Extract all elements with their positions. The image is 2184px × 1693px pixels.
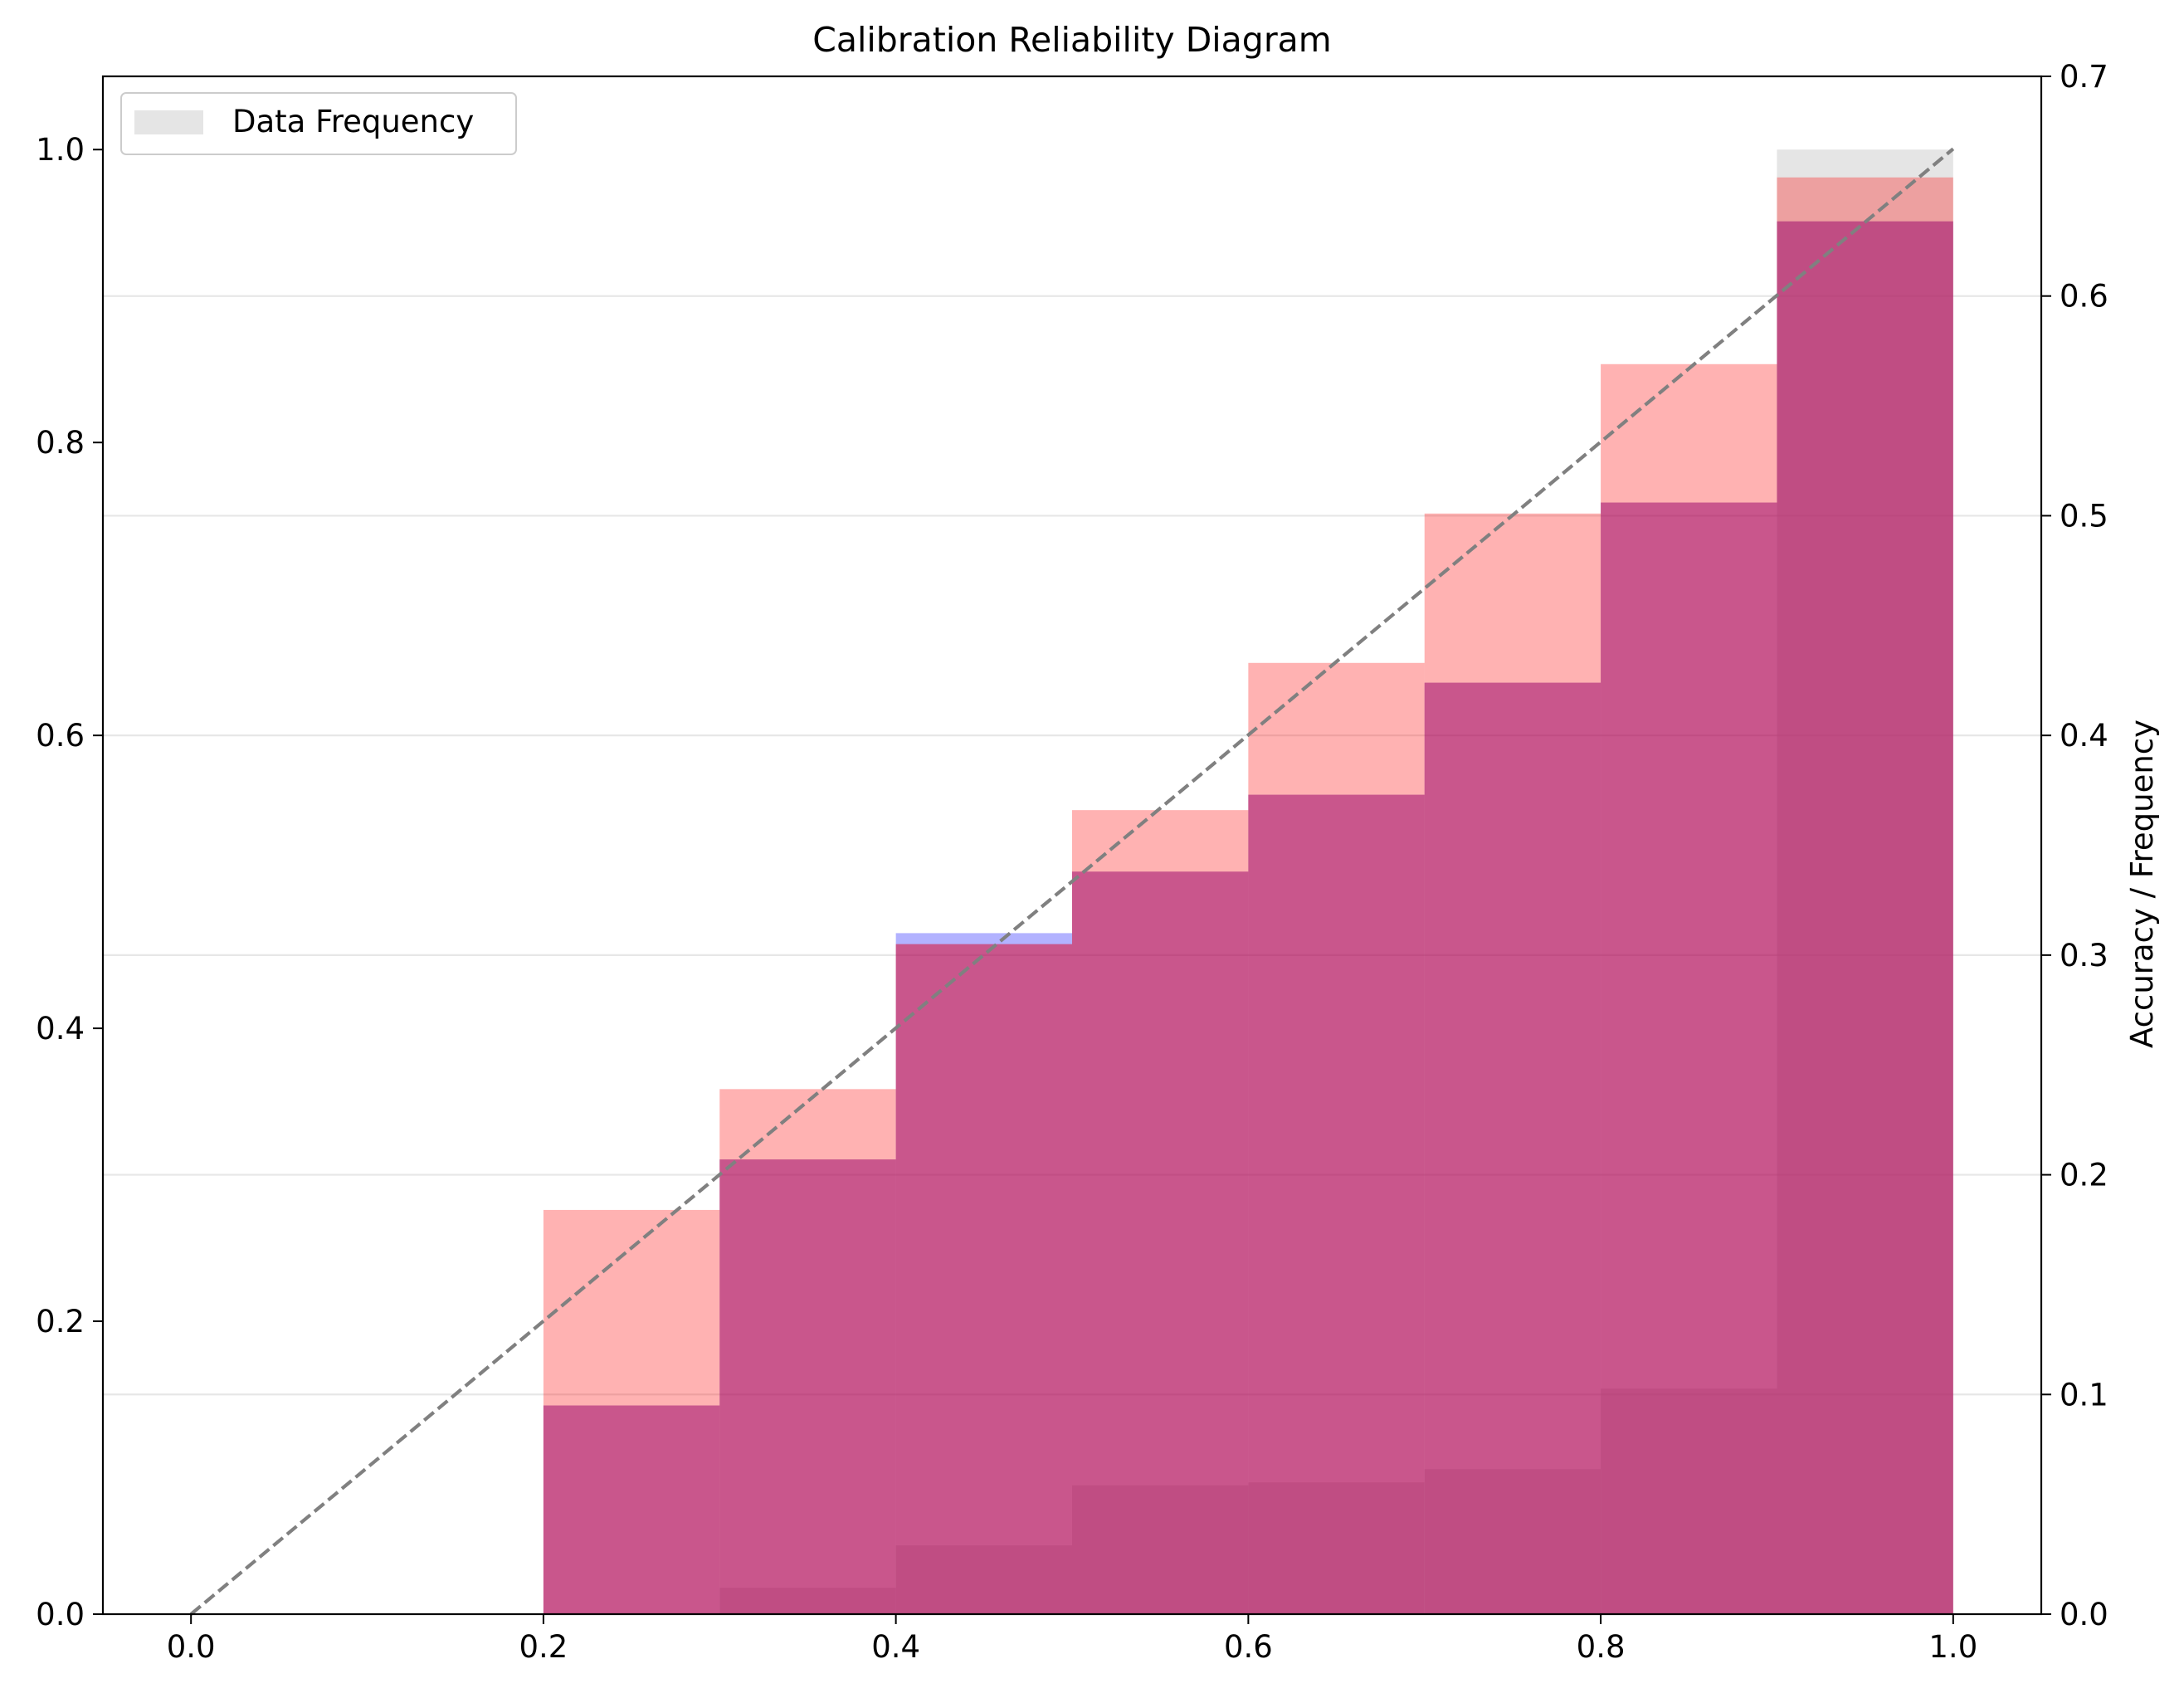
left-tick-label: 0.8 <box>36 425 85 461</box>
bar-series-3-bin-7 <box>1777 221 1953 1614</box>
bar-series-1-bin-2 <box>895 944 1072 1614</box>
bar-series-0-bin-2 <box>895 1545 1072 1614</box>
legend-box <box>120 92 517 155</box>
bar-series-2-bin-6 <box>1601 502 1777 1615</box>
right-tick-label: 0.4 <box>2060 718 2108 754</box>
bar-series-1-bin-5 <box>1424 513 1601 1614</box>
bar-layer <box>543 149 1953 1615</box>
left-tick-label: 0.0 <box>36 1597 85 1632</box>
reference-line-layer <box>189 147 1955 1616</box>
left-tick-label: 1.0 <box>36 132 85 168</box>
bar-series-3-bin-4 <box>1248 794 1425 1614</box>
chart-title: Calibration Reliability Diagram <box>812 20 1332 60</box>
bar-series-2-bin-3 <box>1072 871 1249 1614</box>
bar-series-1-bin-4 <box>1248 662 1425 1615</box>
x-tick-label: 0.4 <box>871 1629 920 1665</box>
right-tick-label: 0.2 <box>2060 1158 2108 1193</box>
bar-series-3-bin-1 <box>719 1159 896 1614</box>
bar-series-3-bin-0 <box>543 1405 720 1614</box>
x-axis: 0.0 0.2 0.4 0.6 0.8 1.0 <box>167 1614 1977 1665</box>
bar-series-0-bin-1 <box>719 1588 896 1614</box>
right-tick-label: 0.0 <box>2060 1597 2108 1632</box>
x-tick-label: 1.0 <box>1928 1629 1977 1665</box>
bar-series-2-bin-2 <box>895 933 1072 1614</box>
bar-series-2-bin-0 <box>543 1405 720 1614</box>
bar-series-0-bin-6 <box>1601 1388 1777 1614</box>
right-tick-label: 0.1 <box>2060 1377 2108 1412</box>
grid-layer <box>103 295 2041 1396</box>
perfect-calibration-line <box>189 147 1955 1616</box>
bar-series-1-bin-6 <box>1601 363 1777 1614</box>
right-y-axis: 0.0 0.1 0.2 0.3 0.4 0.5 0.6 0.7 <box>2041 59 2108 1632</box>
right-tick-label: 0.3 <box>2060 938 2108 973</box>
plot-frame <box>101 75 2043 1616</box>
legend-swatch <box>134 110 203 134</box>
left-tick-label: 0.2 <box>36 1304 85 1339</box>
left-tick-label: 0.6 <box>36 718 85 754</box>
legend-label: Data Frequency <box>232 104 474 139</box>
legend: Data Frequency <box>120 92 517 155</box>
right-tick-label: 0.6 <box>2060 279 2108 315</box>
bar-series-2-bin-7 <box>1777 221 1953 1614</box>
bar-series-3-bin-5 <box>1424 682 1601 1614</box>
x-tick-label: 0.2 <box>519 1629 568 1665</box>
bar-series-2-bin-5 <box>1424 682 1601 1614</box>
bar-series-0-bin-3 <box>1072 1485 1249 1614</box>
x-tick-label: 0.8 <box>1577 1629 1626 1665</box>
bar-series-0-bin-5 <box>1424 1469 1601 1614</box>
x-tick-label: 0.6 <box>1224 1629 1273 1665</box>
bar-series-3-bin-3 <box>1072 871 1249 1614</box>
bar-series-3-bin-2 <box>895 944 1072 1614</box>
left-tick-label: 0.4 <box>36 1011 85 1047</box>
right-y-axis-label: Accuracy / Frequency <box>2124 720 2160 1048</box>
left-y-axis: 0.0 0.2 0.4 0.6 0.8 1.0 <box>36 132 103 1632</box>
right-tick-label: 0.7 <box>2060 59 2108 95</box>
bar-series-1-bin-7 <box>1777 177 1953 1615</box>
bar-series-0-bin-4 <box>1248 1482 1425 1614</box>
bar-series-2-bin-4 <box>1248 794 1425 1614</box>
bar-series-3-bin-6 <box>1601 502 1777 1615</box>
x-tick-label: 0.0 <box>167 1629 216 1665</box>
bar-series-1-bin-0 <box>543 1209 720 1614</box>
right-tick-label: 0.5 <box>2060 498 2108 534</box>
bar-series-1-bin-1 <box>719 1089 896 1614</box>
bar-series-2-bin-1 <box>719 1159 896 1614</box>
bar-series-0-bin-7 <box>1777 149 1953 1615</box>
bar-series-1-bin-3 <box>1072 810 1249 1614</box>
